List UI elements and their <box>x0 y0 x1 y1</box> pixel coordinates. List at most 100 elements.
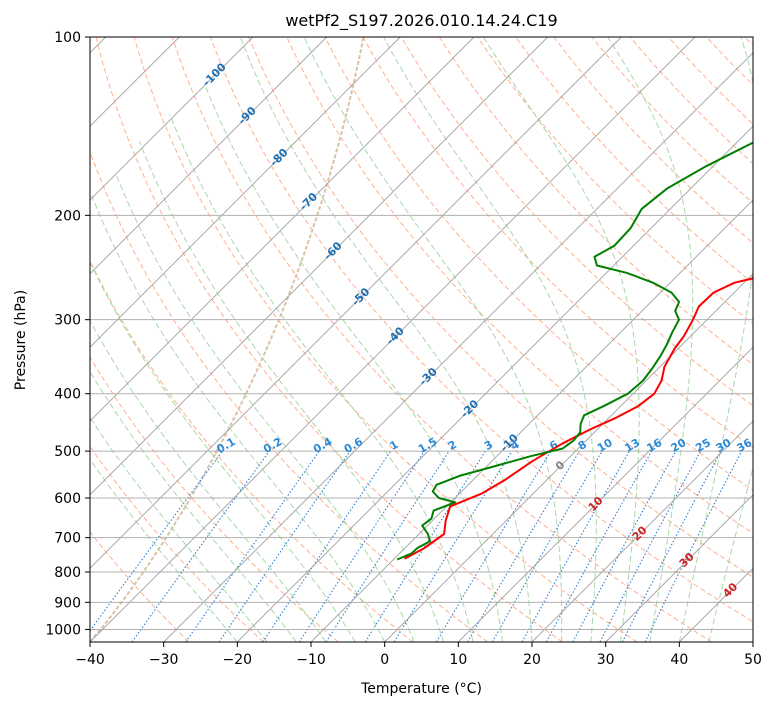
dry-adiabat <box>286 37 753 534</box>
mixing-ratio-line <box>218 450 351 642</box>
isotherm-line <box>90 37 475 422</box>
y-tick-label: 800 <box>54 565 81 581</box>
mixing-ratio-labels: 0.1 0.2 0.4 0.6 1 1.5 2 3 4 6 8 10 13 16 20 25 30 36 <box>214 435 754 456</box>
mixing-ratio-label: 0.1 <box>214 435 237 456</box>
mixing-ratio-line <box>435 450 552 642</box>
moist-adiabat <box>115 173 415 642</box>
isotherm-line <box>605 494 753 642</box>
moist-adiabat <box>678 37 753 642</box>
x-tick-label: −10 <box>296 652 326 668</box>
y-axis-ticks: 1000 900 800 700 600 500 400 300 200 100 <box>45 30 90 638</box>
isotherm-label: -60 <box>321 239 344 262</box>
isotherm-label: -70 <box>297 190 320 213</box>
y-tick-label: 300 <box>54 313 81 329</box>
isotherm-label: 40 <box>720 580 740 600</box>
dry-adiabat <box>133 37 638 642</box>
isotherm-label: 0 <box>553 458 568 473</box>
dry-adiabat <box>90 356 339 642</box>
x-tick-label: −40 <box>75 652 105 668</box>
dewpoint-profile-line <box>396 141 753 561</box>
y-tick-label: 700 <box>54 531 81 547</box>
isotherm-label: -100 <box>200 60 229 89</box>
y-tick-label: 500 <box>54 444 81 460</box>
moist-adiabat <box>607 37 694 642</box>
y-tick-label: 100 <box>54 30 81 46</box>
dry-adiabat <box>477 37 753 325</box>
isotherm-line <box>90 37 622 569</box>
mixing-ratio-line <box>644 450 743 642</box>
mixing-ratio-line <box>521 450 630 642</box>
moist-adiabat <box>90 458 238 642</box>
x-axis-ticks: −40 −30 −20 −10 0 10 20 30 40 50 <box>75 642 762 668</box>
mixing-ratio-label: 30 <box>714 436 734 455</box>
moist-adiabat <box>239 37 533 642</box>
moist-adiabat <box>383 37 597 642</box>
dry-adiabat <box>438 37 753 365</box>
isotherm-label: -20 <box>458 397 481 420</box>
dry-adiabat <box>90 150 488 642</box>
mixing-ratio-label: 0.2 <box>261 435 284 456</box>
isotherm-label: -30 <box>417 365 440 388</box>
isotherm-line <box>752 641 753 642</box>
x-axis-label: Temperature (°C) <box>360 681 482 697</box>
dry-adiabat <box>171 37 712 642</box>
isotherm-line <box>90 37 549 496</box>
mixing-ratio-line <box>298 450 425 642</box>
mixing-ratio-label: 10 <box>595 436 615 455</box>
mixing-ratio-line <box>262 450 392 642</box>
ice-saturation-arc <box>90 37 365 642</box>
mixing-ratio-line <box>185 450 320 642</box>
moist-adiabat <box>90 416 268 642</box>
x-tick-label: 40 <box>670 652 688 668</box>
chart-title: wetPf2_S197.2026.010.14.24.C19 <box>285 11 557 31</box>
mixing-ratio-label: 36 <box>734 436 754 455</box>
x-tick-label: 0 <box>380 652 389 668</box>
mixing-ratio-line <box>325 450 450 642</box>
y-tick-label: 600 <box>54 491 81 507</box>
isotherm-line <box>236 125 753 642</box>
mixing-ratio-label: 1.5 <box>416 435 439 456</box>
moist-adiabat <box>91 195 386 642</box>
x-tick-label: 20 <box>523 652 541 668</box>
mixing-ratio-line <box>90 450 223 632</box>
dry-adiabat <box>90 259 414 642</box>
mixing-ratio-line <box>621 450 722 642</box>
isotherm-line <box>457 346 753 642</box>
mixing-ratio-line <box>572 450 677 642</box>
background-lines <box>90 37 753 642</box>
gridlines <box>90 37 753 642</box>
moist-adiabat <box>169 114 474 642</box>
isotherm-line <box>531 420 753 642</box>
moist-adiabat <box>303 37 563 642</box>
mixing-ratio-line <box>364 450 486 642</box>
mixing-ratio-line <box>131 450 270 642</box>
y-tick-label: 1000 <box>45 622 81 638</box>
mixing-ratio-line <box>545 450 653 642</box>
x-tick-label: −30 <box>149 652 179 668</box>
isotherm-line <box>384 273 753 642</box>
dry-adiabat <box>210 37 753 623</box>
dry-adiabat <box>744 37 753 47</box>
dry-adiabat <box>400 37 753 407</box>
isotherm-line <box>678 567 753 642</box>
temperature-profile-line <box>404 277 753 560</box>
x-tick-label: −20 <box>223 652 253 668</box>
isotherm-line <box>90 37 696 642</box>
dry-adiabat <box>591 37 753 204</box>
dry-adiabat <box>553 37 753 244</box>
mixing-ratio-line <box>393 450 513 642</box>
y-axis-label: Pressure (hPa) <box>13 290 29 390</box>
isotherm-line <box>90 37 328 275</box>
y-tick-label: 900 <box>54 595 81 611</box>
isotherm-label: -90 <box>236 104 259 127</box>
moist-adiabat <box>204 83 503 642</box>
moist-adiabat <box>482 37 640 642</box>
mixing-ratio-label: 0.6 <box>342 435 366 456</box>
x-tick-label: 10 <box>449 652 467 668</box>
moist-adiabat <box>90 260 356 642</box>
dry-adiabat <box>324 37 753 491</box>
isotherm-label: -40 <box>384 324 407 347</box>
dry-adiabat <box>706 37 753 86</box>
